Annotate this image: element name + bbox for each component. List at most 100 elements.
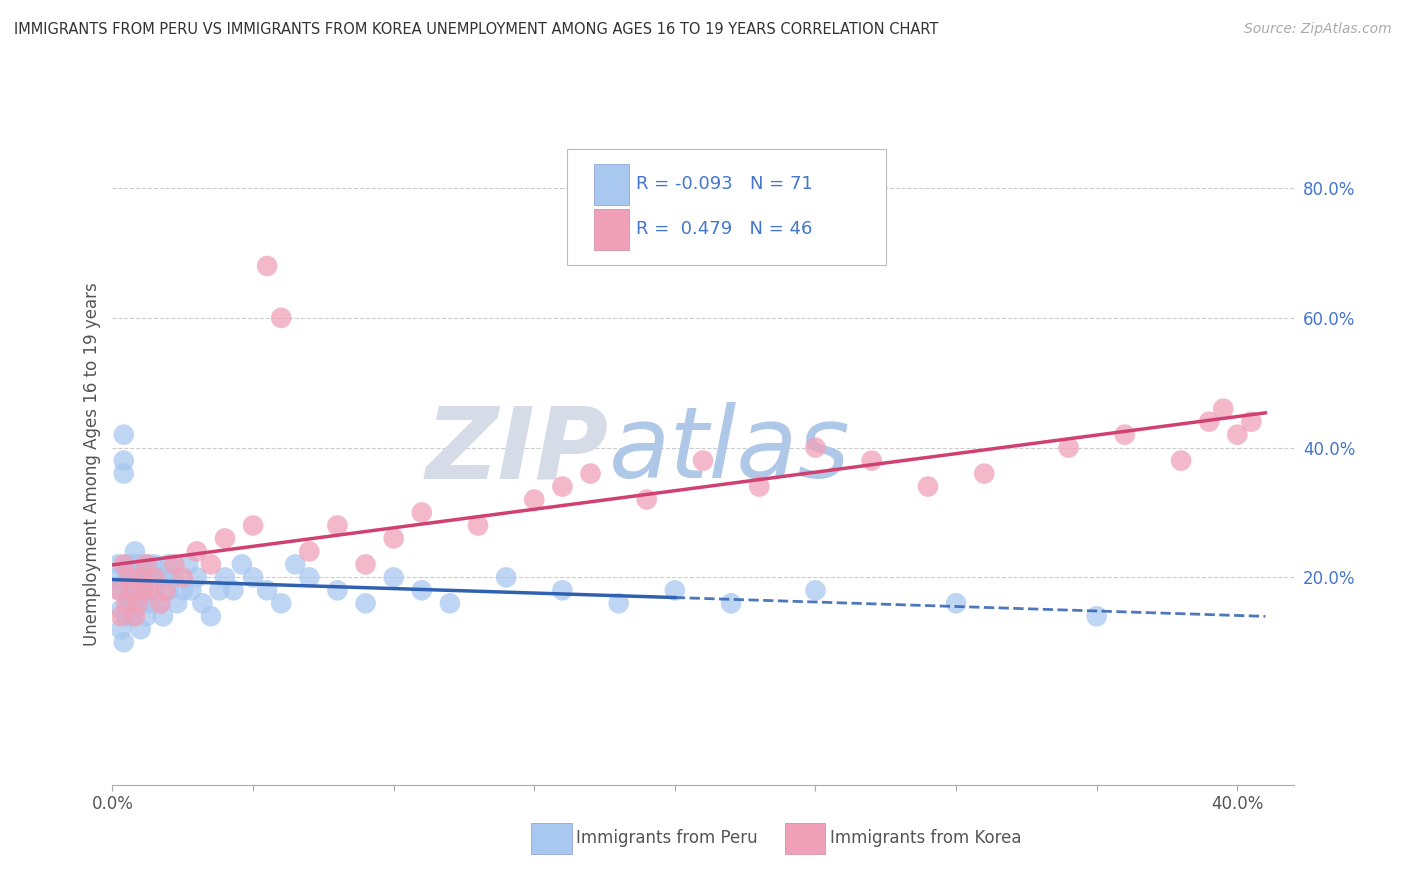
Point <box>129 570 152 584</box>
Point <box>467 518 489 533</box>
Point <box>118 570 141 584</box>
Point <box>1114 427 1136 442</box>
Point <box>551 583 574 598</box>
FancyBboxPatch shape <box>595 164 628 205</box>
Point <box>129 596 152 610</box>
Point <box>523 492 546 507</box>
Point <box>107 583 129 598</box>
Point <box>138 583 160 598</box>
Point <box>748 479 770 493</box>
Point <box>636 492 658 507</box>
Point <box>326 518 349 533</box>
Point <box>107 570 129 584</box>
Point <box>135 558 157 572</box>
Point <box>1170 453 1192 467</box>
Point <box>242 518 264 533</box>
Y-axis label: Unemployment Among Ages 16 to 19 years: Unemployment Among Ages 16 to 19 years <box>83 282 101 646</box>
Point <box>973 467 995 481</box>
Point <box>143 570 166 584</box>
Point <box>172 570 194 584</box>
Point <box>804 441 827 455</box>
Point <box>607 596 630 610</box>
Point <box>1198 415 1220 429</box>
Point <box>256 583 278 598</box>
Point <box>298 570 321 584</box>
Point <box>1240 415 1263 429</box>
Point <box>172 583 194 598</box>
Point <box>186 544 208 558</box>
Point <box>326 583 349 598</box>
Point <box>354 596 377 610</box>
Point <box>284 558 307 572</box>
Point <box>166 596 188 610</box>
Point <box>124 544 146 558</box>
Point <box>382 532 405 546</box>
Text: atlas: atlas <box>609 402 851 500</box>
Point <box>124 596 146 610</box>
Point <box>115 596 138 610</box>
Point <box>664 583 686 598</box>
Point <box>138 596 160 610</box>
Point <box>121 583 143 598</box>
Point <box>138 558 160 572</box>
Point <box>124 609 146 624</box>
Point <box>200 558 222 572</box>
Point <box>112 558 135 572</box>
Point <box>146 570 169 584</box>
Text: Immigrants from Korea: Immigrants from Korea <box>830 830 1021 847</box>
Point <box>118 583 141 598</box>
FancyBboxPatch shape <box>595 209 628 250</box>
Point <box>495 570 517 584</box>
Point <box>110 583 132 598</box>
Point <box>163 558 186 572</box>
Point <box>115 558 138 572</box>
Point <box>298 544 321 558</box>
Point <box>141 570 163 584</box>
Point <box>121 558 143 572</box>
Text: R = -0.093   N = 71: R = -0.093 N = 71 <box>636 176 813 194</box>
Point <box>110 609 132 624</box>
Point <box>127 583 149 598</box>
Point <box>127 558 149 572</box>
Point <box>1212 401 1234 416</box>
Point <box>804 583 827 598</box>
Point <box>143 583 166 598</box>
Point <box>720 596 742 610</box>
Point <box>112 427 135 442</box>
Point <box>354 558 377 572</box>
Point <box>860 453 883 467</box>
Point <box>149 596 172 610</box>
Point <box>121 609 143 624</box>
Point <box>177 558 200 572</box>
Point <box>143 558 166 572</box>
Point <box>155 570 177 584</box>
Point <box>186 570 208 584</box>
Point <box>124 570 146 584</box>
Point <box>115 570 138 584</box>
Point <box>208 583 231 598</box>
Text: R =  0.479   N = 46: R = 0.479 N = 46 <box>636 220 813 238</box>
Point <box>222 583 245 598</box>
Point <box>579 467 602 481</box>
Point <box>411 583 433 598</box>
Point <box>129 570 152 584</box>
Point <box>135 609 157 624</box>
Point <box>382 570 405 584</box>
Point <box>132 583 155 598</box>
Point <box>135 570 157 584</box>
Point <box>132 583 155 598</box>
Point <box>945 596 967 610</box>
Point <box>152 609 174 624</box>
Point <box>112 453 135 467</box>
Point <box>112 467 135 481</box>
Point <box>180 583 202 598</box>
Point <box>115 609 138 624</box>
Point <box>270 596 292 610</box>
Point <box>163 570 186 584</box>
Text: Source: ZipAtlas.com: Source: ZipAtlas.com <box>1244 22 1392 37</box>
Text: IMMIGRANTS FROM PERU VS IMMIGRANTS FROM KOREA UNEMPLOYMENT AMONG AGES 16 TO 19 Y: IMMIGRANTS FROM PERU VS IMMIGRANTS FROM … <box>14 22 938 37</box>
Point <box>110 603 132 617</box>
Point <box>157 583 180 598</box>
Point <box>551 479 574 493</box>
Point <box>1057 441 1080 455</box>
